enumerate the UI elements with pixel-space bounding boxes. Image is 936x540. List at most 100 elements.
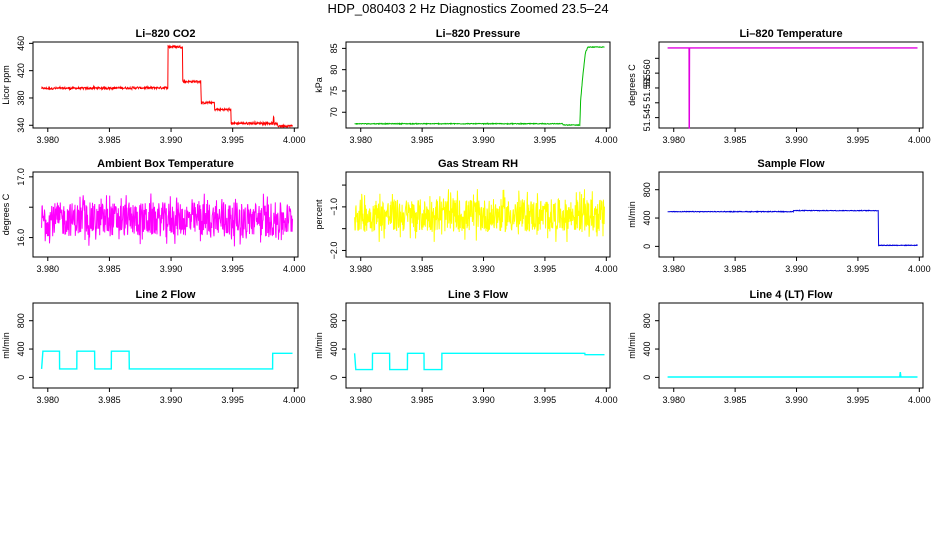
x-tick-label: 3.985 — [411, 395, 434, 405]
y-tick-label: 400 — [329, 342, 339, 357]
y-tick-label: 800 — [16, 313, 26, 328]
y-tick-label: 51.545 — [642, 104, 652, 132]
y-tick-label: 0 — [16, 375, 26, 380]
x-tick-label: 4.000 — [595, 264, 618, 274]
series-line — [667, 209, 918, 247]
x-tick-label: 3.995 — [534, 135, 557, 145]
y-tick-label: 400 — [16, 342, 26, 357]
x-tick-label: 3.980 — [662, 135, 685, 145]
series-line — [354, 189, 605, 243]
x-tick-label: 3.990 — [785, 264, 808, 274]
x-tick-label: 4.000 — [283, 264, 306, 274]
x-tick-label: 3.980 — [37, 395, 60, 405]
x-tick-label: 3.985 — [98, 264, 121, 274]
x-tick-label: 3.995 — [534, 264, 557, 274]
y-tick-label: 51.555 — [642, 74, 652, 102]
y-axis-label: ml/min — [1, 332, 11, 359]
chart-panel-6: Sample Flow ml/min 3.980 3.985 3.990 3.995 4.0… — [627, 158, 931, 274]
x-tick-label: 3.990 — [472, 395, 495, 405]
series-line — [41, 44, 293, 129]
x-tick-label: 3.980 — [662, 395, 685, 405]
plot-frame — [658, 302, 924, 389]
chart-panel-3: Li–820 Temperature degrees C 3.980 3.985 3.9… — [627, 28, 931, 145]
plot-frame — [345, 171, 611, 258]
x-tick-label: 4.000 — [908, 395, 931, 405]
plot-frame — [658, 41, 924, 129]
plot-frame — [32, 41, 299, 129]
series-line — [40, 350, 293, 370]
chart-title: Li–820 CO2 — [136, 28, 196, 40]
chart-title: Line 4 (LT) Flow — [750, 289, 833, 301]
x-tick-label: 3.990 — [160, 264, 183, 274]
chart-title: Gas Stream RH — [438, 158, 518, 170]
y-tick-label: 420 — [16, 63, 26, 78]
y-tick-label: 340 — [16, 118, 26, 133]
chart-title: Line 3 Flow — [448, 289, 508, 301]
series-line — [667, 47, 918, 129]
x-tick-label: 3.980 — [349, 264, 372, 274]
x-tick-label: 3.985 — [411, 135, 434, 145]
y-tick-label: 0 — [329, 375, 339, 380]
x-tick-label: 3.980 — [37, 264, 60, 274]
chart-panel-8: Line 3 Flow ml/min 3.980 3.985 3.990 3.995 4.0… — [314, 289, 618, 405]
x-tick-label: 4.000 — [283, 135, 306, 145]
x-tick-label: 3.995 — [221, 395, 244, 405]
chart-panel-1: Li–820 CO2 Licor ppm 3.980 3.985 3.990 3.995 4… — [1, 28, 306, 145]
chart-title: Sample Flow — [757, 158, 825, 170]
y-axis-label: Licor ppm — [1, 65, 11, 105]
x-tick-label: 3.990 — [160, 135, 183, 145]
chart-panel-4: Ambient Box Temperature degrees C 3.980 3.9… — [1, 158, 306, 274]
y-tick-label: 85 — [329, 43, 339, 53]
plot-frame — [32, 302, 299, 389]
y-tick-label: 75 — [329, 86, 339, 96]
series-line — [41, 193, 293, 247]
y-tick-label: 80 — [329, 65, 339, 75]
y-tick-label: 380 — [16, 90, 26, 105]
y-axis-label: ml/min — [627, 201, 637, 228]
y-axis-label: ml/min — [627, 332, 637, 359]
x-tick-label: 3.985 — [411, 264, 434, 274]
plot-frame — [345, 302, 611, 389]
series-line — [354, 45, 605, 127]
y-tick-label: 400 — [642, 342, 652, 357]
x-tick-label: 3.980 — [37, 135, 60, 145]
chart-title: Ambient Box Temperature — [97, 158, 234, 170]
chart-title: Line 2 Flow — [136, 289, 196, 301]
x-tick-label: 3.985 — [98, 395, 121, 405]
y-tick-label: 70 — [329, 107, 339, 117]
x-tick-label: 3.985 — [724, 264, 747, 274]
chart-panel-9: Line 4 (LT) Flow ml/min 3.980 3.985 3.990 3.9… — [627, 289, 931, 405]
x-tick-label: 4.000 — [283, 395, 306, 405]
plot-frame — [32, 171, 299, 258]
y-tick-label: −2.0 — [329, 242, 339, 260]
y-tick-label: 400 — [642, 211, 652, 226]
y-axis-label: percent — [314, 199, 324, 230]
chart-panel-2: Li–820 Pressure kPa 3.980 3.985 3.990 3.995 4.… — [314, 28, 618, 145]
y-tick-label: 0 — [642, 375, 652, 380]
x-tick-label: 4.000 — [595, 395, 618, 405]
x-tick-label: 3.980 — [349, 395, 372, 405]
y-axis-label: degrees C — [627, 64, 637, 106]
series-line — [353, 352, 605, 371]
x-tick-label: 4.000 — [908, 135, 931, 145]
x-tick-label: 4.000 — [908, 264, 931, 274]
x-tick-label: 3.995 — [847, 264, 870, 274]
chart-title: Li–820 Temperature — [739, 28, 842, 40]
x-tick-label: 3.990 — [160, 395, 183, 405]
x-tick-label: 3.990 — [472, 264, 495, 274]
y-tick-label: 800 — [642, 182, 652, 197]
x-tick-label: 3.995 — [221, 135, 244, 145]
x-tick-label: 3.985 — [98, 135, 121, 145]
y-tick-label: 51.560 — [642, 59, 652, 87]
page-title: HDP_080403 2 Hz Diagnostics Zoomed 23.5–… — [327, 1, 609, 16]
y-tick-label: 800 — [329, 313, 339, 328]
series-line — [667, 372, 918, 378]
y-tick-label: 460 — [16, 36, 26, 51]
y-tick-label: −1.0 — [329, 198, 339, 216]
plot-frame — [658, 171, 924, 258]
x-tick-label: 4.000 — [595, 135, 618, 145]
y-tick-label: 17.0 — [16, 168, 26, 186]
x-tick-label: 3.995 — [847, 135, 870, 145]
x-tick-label: 3.985 — [724, 395, 747, 405]
